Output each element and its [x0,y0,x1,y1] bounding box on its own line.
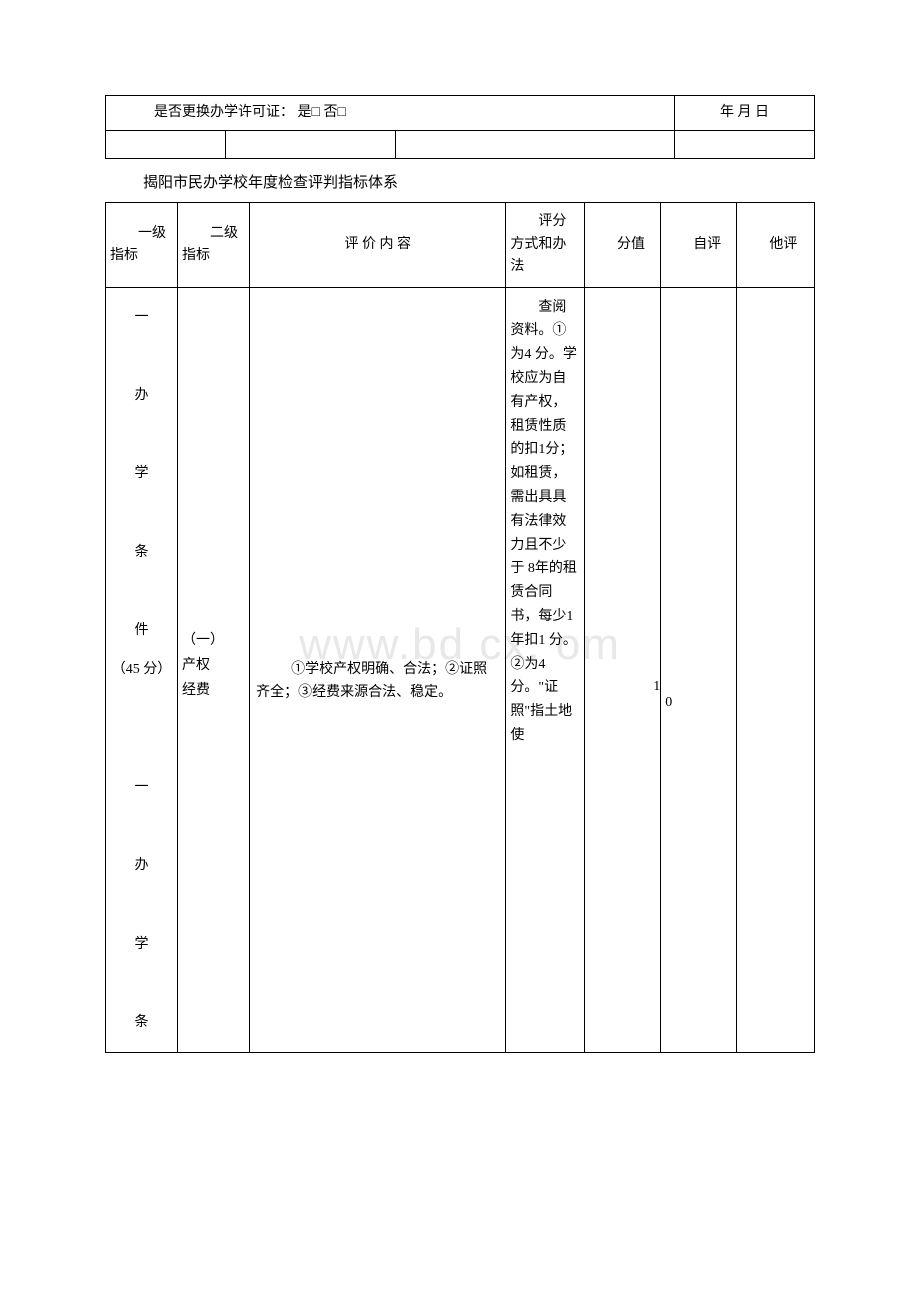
header-score: 分值 [584,203,660,287]
level1-cell: 一 办 学 条 件 （45 分） 一 办 学 条 [106,287,178,1053]
table-header-row: 一级指标 二级指标 评 价 内 容 评分方式和办法 分值 自评 他评 [106,203,815,287]
score-cell: 1 [584,287,660,1053]
header-level1: 一级指标 [106,203,178,287]
header-self: 自评 [661,203,737,287]
empty-cell-2 [226,131,396,159]
other-cell [737,287,815,1053]
permit-change-cell: 是否更换办学许可证： 是□ 否□ [106,96,675,131]
table-data-row-1: 一 办 学 条 件 （45 分） 一 办 学 条 （一） 产权 经费 ①学校产权… [106,287,815,1053]
header-other: 他评 [737,203,815,287]
method-cell: 查阅资料。①为4 分。学校应为自有产权，租赁性质的扣1分；如租赁，需出具具有法律… [506,287,585,1053]
top-table-row-1: 是否更换办学许可证： 是□ 否□ 年 月 日 [106,96,815,131]
level2-cell: （一） 产权 经费 [178,287,250,1053]
header-method: 评分方式和办法 [506,203,585,287]
empty-cell-1 [106,131,226,159]
content-cell: ①学校产权明确、合法；②证照齐全；③经费来源合法、稳定。 [250,287,506,1053]
top-table: 是否更换办学许可证： 是□ 否□ 年 月 日 [105,95,815,159]
score-value-self-cell: 0 [661,287,737,1053]
empty-cell-3 [396,131,675,159]
header-content: 评 价 内 容 [250,203,506,287]
evaluation-table: 一级指标 二级指标 评 价 内 容 评分方式和办法 分值 自评 他评 一 办 学… [105,202,815,1053]
date-cell: 年 月 日 [675,96,815,131]
empty-cell-4 [675,131,815,159]
top-table-row-2 [106,131,815,159]
header-level2: 二级指标 [178,203,250,287]
page-content: 是否更换办学许可证： 是□ 否□ 年 月 日 揭阳市民办学校年度检查评判指标体系… [105,95,815,1053]
section-heading: 揭阳市民办学校年度检查评判指标体系 [143,171,815,192]
